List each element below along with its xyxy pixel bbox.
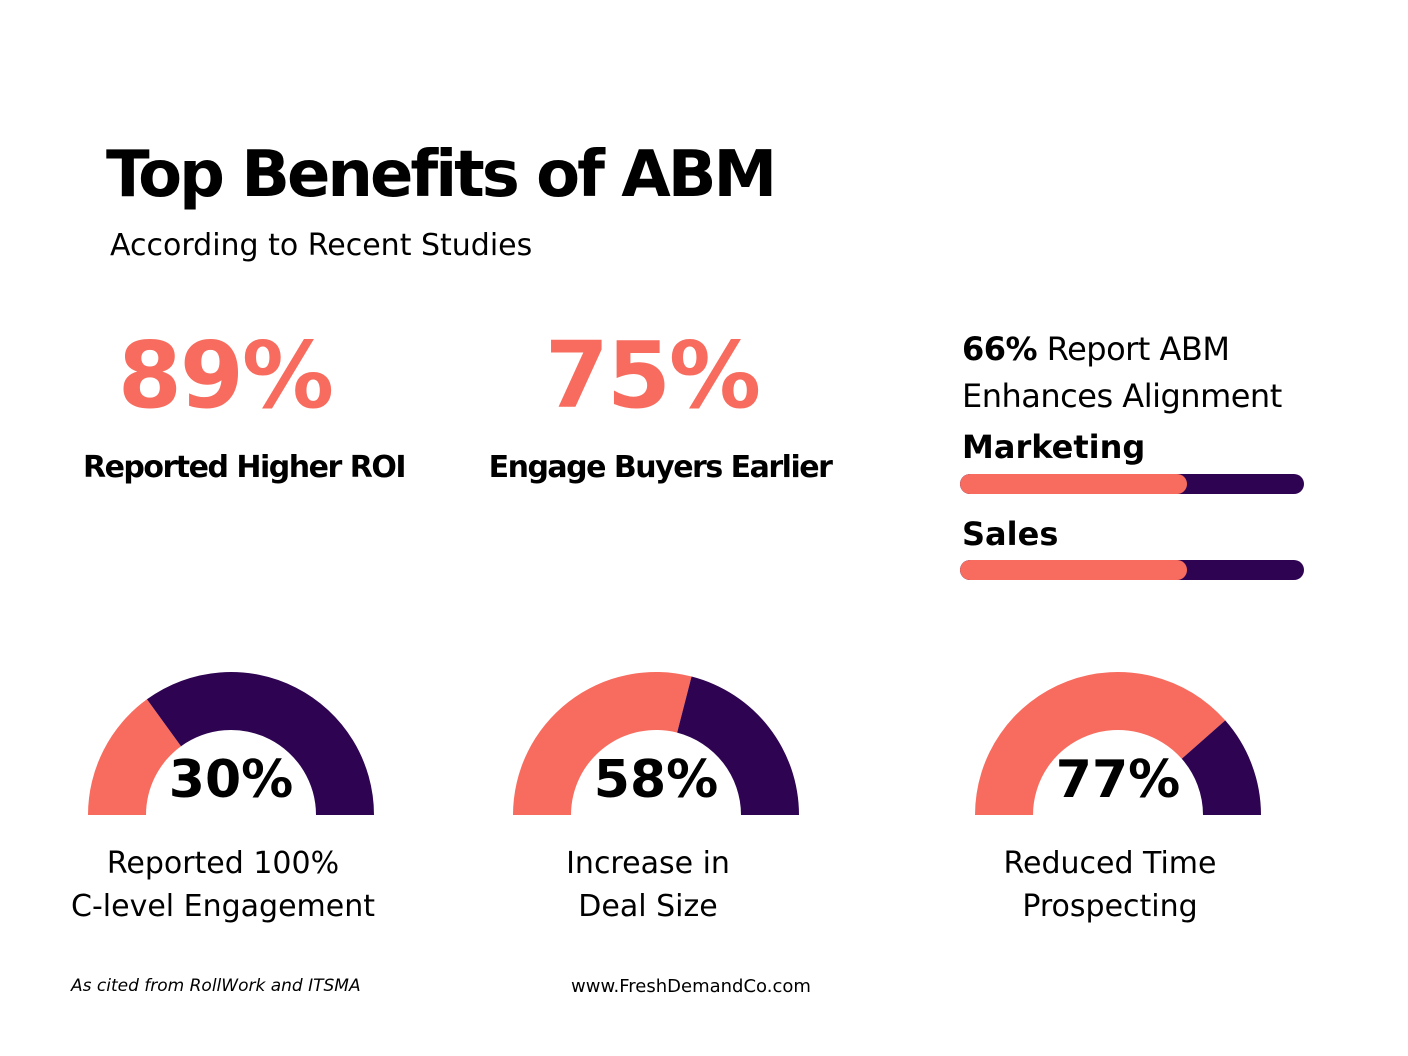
gauge-1 (88, 672, 374, 815)
gauge-caption: Reduced Time Prospecting (910, 842, 1310, 928)
bar-label-marketing: Marketing (962, 428, 1146, 466)
alignment-text-1: Report ABM (1046, 330, 1230, 368)
source-note: As cited from RollWork and ITSMA (71, 976, 361, 996)
gauge-value: 58% (593, 750, 719, 810)
gauge-remainder (677, 676, 799, 815)
stat-label-buyers: Engage Buyers Earlier (488, 450, 833, 485)
gauge-caption-line2: Prospecting (1022, 889, 1198, 924)
page-subtitle: According to Recent Studies (110, 228, 533, 263)
gauge-caption-line1: Increase in (566, 846, 730, 881)
bar-fill-sales (960, 560, 1188, 580)
bar-fill-marketing (960, 474, 1188, 494)
gauge-remainder (1181, 720, 1261, 815)
bar-sales (960, 560, 1304, 580)
gauge-3 (975, 672, 1261, 815)
stat-label-roi: Reported Higher ROI (82, 450, 407, 485)
gauge-fill (88, 699, 182, 815)
alignment-heading: 66% Report ABM Enhances Alignment (962, 326, 1282, 420)
gauge-caption-line1: Reported 100% (106, 846, 340, 881)
bar-marketing (960, 474, 1304, 494)
stat-value-buyers: 75% (544, 322, 761, 429)
gauge-fill (513, 672, 692, 815)
gauge-value: 30% (168, 750, 294, 810)
gauge-fill (975, 672, 1226, 815)
gauge-remainder (146, 672, 374, 815)
alignment-value: 66% (962, 330, 1038, 368)
gauge-caption-line1: Reduced Time (1003, 846, 1217, 881)
gauge-caption-line2: C-level Engagement (71, 889, 375, 924)
gauge-value: 77% (1055, 750, 1181, 810)
gauge-caption: Reported 100% C-level Engagement (23, 842, 423, 928)
bar-label-sales: Sales (962, 515, 1059, 553)
page-title: Top Benefits of ABM (106, 138, 777, 212)
website-link[interactable]: www.FreshDemandCo.com (571, 976, 811, 997)
stat-value-roi: 89% (117, 322, 334, 429)
gauge-caption: Increase in Deal Size (448, 842, 848, 928)
gauge-2 (513, 672, 799, 815)
alignment-text-2: Enhances Alignment (962, 377, 1282, 415)
gauge-caption-line2: Deal Size (578, 889, 718, 924)
